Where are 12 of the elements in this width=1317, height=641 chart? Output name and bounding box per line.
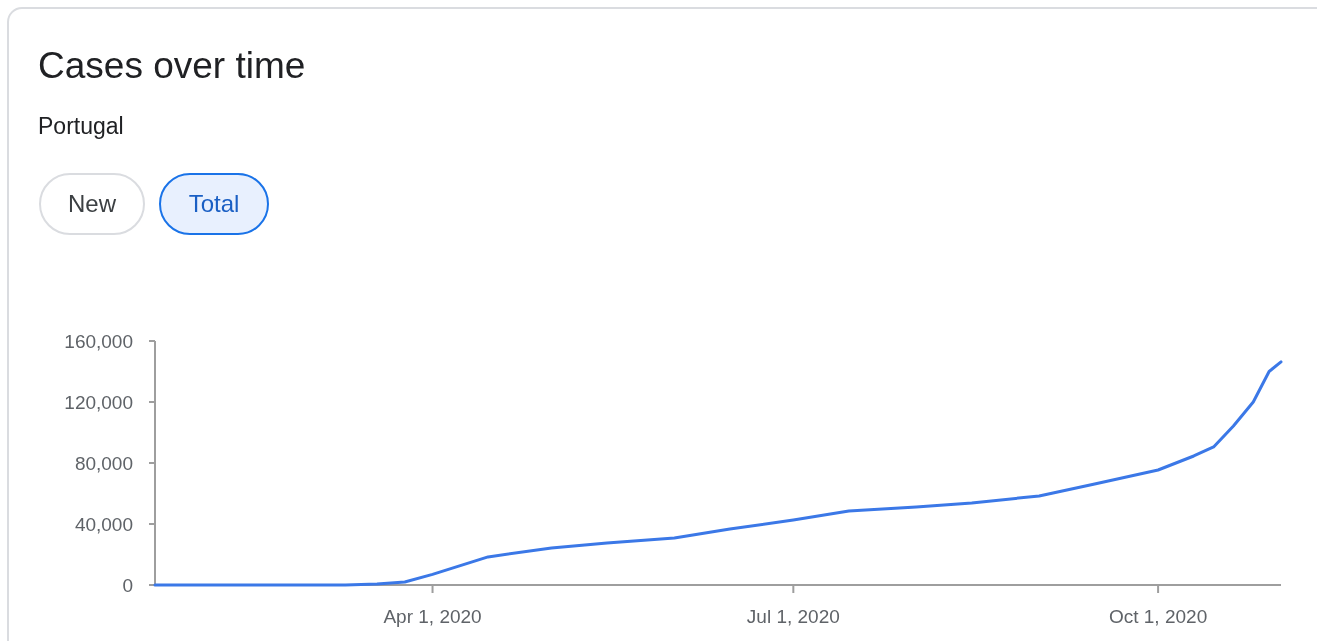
y-tick-label: 120,000 <box>64 391 133 413</box>
chart-subtitle: Portugal <box>38 113 124 139</box>
selected-toggle-button: Total <box>159 173 269 235</box>
toggle-button: New <box>39 173 145 235</box>
x-tick-label: Jul 1, 2020 <box>746 606 840 627</box>
y-tick-label: 160,000 <box>64 330 133 352</box>
y-tick-label: 0 <box>122 574 133 596</box>
y-tick-label: 40,000 <box>74 513 133 535</box>
x-tick-label: Oct 1, 2020 <box>1108 606 1208 627</box>
y-tick-label: 80,000 <box>74 452 133 474</box>
chart-title: Cases over time <box>38 45 306 86</box>
x-tick-label: Apr 1, 2020 <box>383 606 482 627</box>
